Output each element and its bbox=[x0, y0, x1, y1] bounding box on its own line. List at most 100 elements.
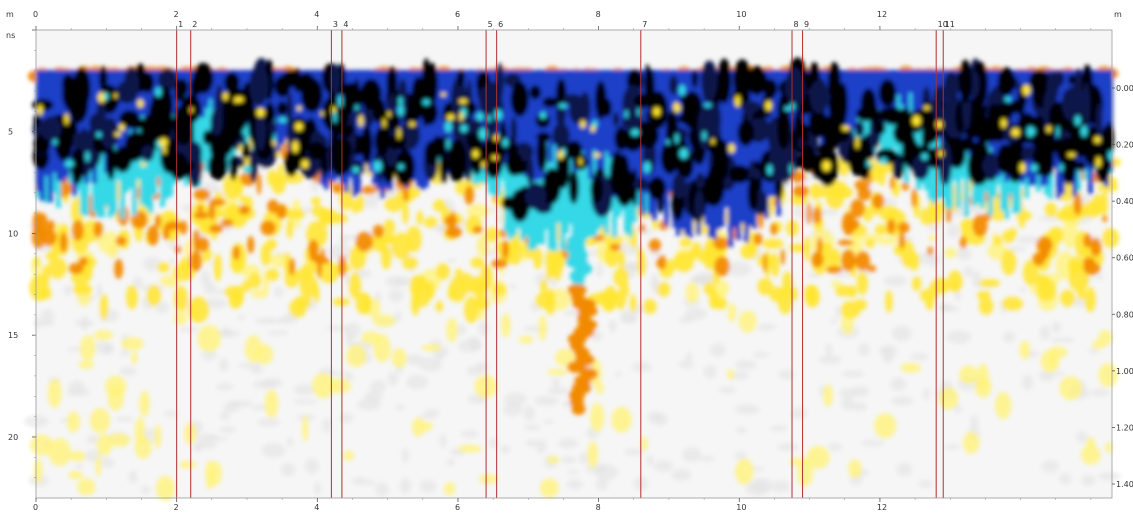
dark-reflection bbox=[601, 98, 612, 117]
yellow-speck bbox=[372, 314, 396, 328]
yellow-blob bbox=[885, 289, 893, 313]
orange-blob bbox=[837, 239, 854, 246]
bottom-tick-label: 4 bbox=[314, 503, 319, 512]
dark-reflection bbox=[633, 94, 654, 108]
fleck bbox=[487, 114, 492, 123]
right-tick-label: 1.00m bbox=[1116, 367, 1133, 376]
fleck bbox=[790, 102, 795, 111]
yellow-blob bbox=[1002, 229, 1016, 243]
blue-band bbox=[596, 70, 601, 171]
blue-band bbox=[400, 70, 405, 178]
blue-band bbox=[420, 70, 425, 190]
orange-blob bbox=[68, 262, 84, 275]
dark-reflection bbox=[1082, 82, 1091, 127]
top-tick-label: 10 bbox=[736, 10, 746, 19]
yellow-speck bbox=[546, 368, 569, 376]
speckle bbox=[558, 438, 578, 449]
yellow-blob bbox=[535, 292, 555, 309]
yellow-blob bbox=[432, 199, 446, 212]
fleck bbox=[578, 157, 583, 166]
yellow-speck bbox=[95, 455, 102, 477]
marker-label-4: 4 bbox=[343, 20, 348, 29]
fleck bbox=[140, 162, 147, 167]
orange-blob bbox=[1083, 233, 1092, 248]
yellow-blob bbox=[673, 251, 695, 273]
blue-band bbox=[424, 70, 429, 188]
orange-blob bbox=[154, 214, 162, 229]
yellow-blob bbox=[908, 251, 920, 271]
orange-blob bbox=[1083, 256, 1096, 269]
orange-blob bbox=[890, 175, 895, 190]
speckle bbox=[842, 370, 865, 378]
orange-blob bbox=[179, 220, 188, 235]
bottom-tick-label: 0 bbox=[33, 503, 38, 512]
yellow-blob bbox=[947, 270, 963, 293]
fleck bbox=[580, 120, 586, 129]
speckle bbox=[327, 244, 354, 261]
dark-reflection bbox=[680, 94, 694, 105]
speckle bbox=[75, 463, 84, 470]
orange-blob bbox=[826, 266, 843, 274]
yellow-blob bbox=[405, 225, 422, 253]
blue-band bbox=[740, 70, 745, 224]
speckle bbox=[504, 392, 527, 407]
speckle bbox=[892, 325, 912, 342]
fleck bbox=[734, 95, 741, 108]
yellow-blob bbox=[919, 207, 937, 226]
speckle bbox=[509, 283, 517, 290]
speckle bbox=[466, 366, 484, 376]
fleck bbox=[624, 109, 629, 119]
speckle bbox=[261, 442, 286, 458]
orange-blob bbox=[93, 221, 103, 238]
blue-band bbox=[984, 70, 989, 127]
dark-reflection bbox=[284, 149, 299, 177]
yellow-blob bbox=[1072, 261, 1084, 272]
speckle bbox=[839, 387, 856, 399]
speckle bbox=[395, 404, 405, 411]
speckle bbox=[828, 443, 842, 452]
orange-blob bbox=[714, 256, 730, 277]
dark-reflection bbox=[1046, 71, 1059, 104]
speckle bbox=[1038, 370, 1065, 377]
yellow-speck bbox=[134, 436, 152, 460]
yellow-blob bbox=[233, 286, 245, 306]
speckle bbox=[478, 320, 489, 337]
blue-band bbox=[212, 70, 217, 110]
dark-reflection bbox=[702, 72, 714, 104]
fleck bbox=[1095, 156, 1102, 168]
dark-reflection bbox=[33, 113, 40, 128]
speckle bbox=[439, 434, 447, 449]
yellow-speck bbox=[131, 351, 138, 365]
yellow-blob bbox=[32, 256, 41, 268]
yellow-speck bbox=[93, 330, 114, 341]
fleck bbox=[1030, 164, 1038, 172]
dark-reflection bbox=[562, 94, 583, 105]
blue-band bbox=[172, 70, 177, 115]
axes: 024681012mm024681012ns51015200.00m0.20m0… bbox=[6, 10, 1133, 512]
yellow-speck bbox=[554, 348, 575, 367]
right-tick-label: 0.00m bbox=[1116, 84, 1133, 93]
dark-reflection bbox=[748, 168, 762, 181]
yellow-speck bbox=[1105, 441, 1113, 453]
marker-label-1: 1 bbox=[178, 20, 183, 29]
orange-blob bbox=[812, 207, 822, 225]
dark-reflection bbox=[394, 148, 416, 186]
yellow-blob bbox=[862, 205, 874, 222]
dark-reflection bbox=[877, 107, 895, 122]
blue-band bbox=[748, 70, 753, 227]
speckle bbox=[963, 266, 974, 278]
yellow-blob bbox=[311, 205, 327, 217]
dark-reflection bbox=[697, 106, 711, 150]
speckle bbox=[63, 285, 73, 296]
speckle bbox=[387, 371, 398, 386]
dark-reflection bbox=[729, 164, 751, 184]
fleck bbox=[822, 160, 831, 172]
yellow-blob bbox=[864, 239, 876, 248]
speckle bbox=[883, 275, 907, 287]
speckle bbox=[596, 477, 609, 491]
yellow-speck bbox=[411, 417, 426, 437]
dark-reflection bbox=[831, 104, 847, 130]
speckle bbox=[679, 315, 694, 324]
orange-blob bbox=[901, 181, 910, 191]
yellow-speck bbox=[928, 234, 937, 242]
